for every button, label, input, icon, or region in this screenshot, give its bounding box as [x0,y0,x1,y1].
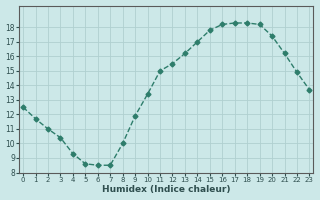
X-axis label: Humidex (Indice chaleur): Humidex (Indice chaleur) [102,185,230,194]
